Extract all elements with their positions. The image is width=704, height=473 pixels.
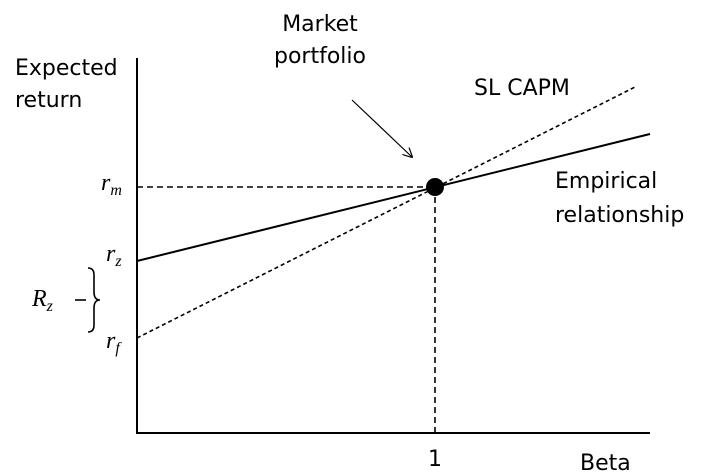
y-label: rm	[101, 170, 122, 199]
sl-capm-line	[136, 85, 638, 339]
point-label: Market portfolio	[274, 12, 366, 69]
x-axis-label: Beta	[580, 451, 631, 473]
line-label: Empirical relationship	[555, 169, 684, 228]
brace	[87, 267, 101, 333]
y-axis-label: Expected return	[15, 56, 118, 113]
empirical-line	[136, 133, 651, 262]
line-label: SL CAPM	[474, 76, 570, 101]
brace-label: Rz	[31, 286, 54, 315]
market-point	[426, 178, 444, 196]
y-label: rf	[106, 328, 122, 357]
y-label: rz	[106, 241, 122, 270]
arrow	[351, 99, 412, 157]
x-marker: 1	[428, 447, 442, 472]
